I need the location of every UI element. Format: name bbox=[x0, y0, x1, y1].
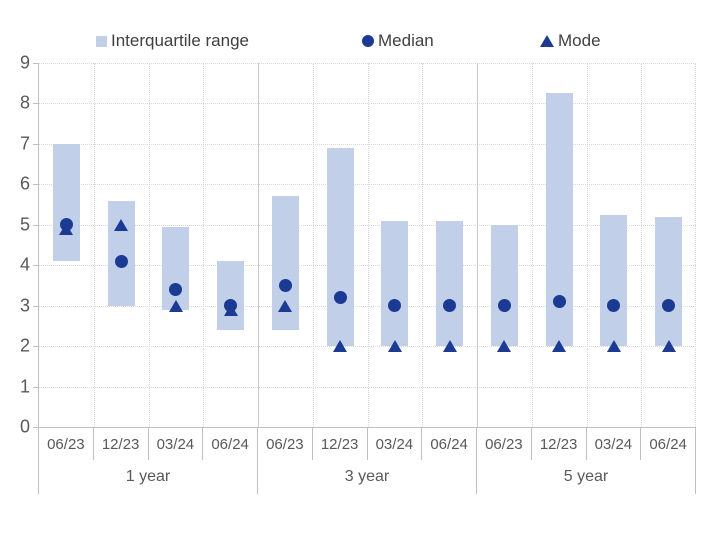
iqr-bar bbox=[52, 143, 80, 262]
mode-marker bbox=[387, 340, 402, 353]
v-gridline bbox=[148, 63, 150, 427]
x-date-label: 06/24 bbox=[641, 428, 696, 460]
y-axis-tick bbox=[33, 346, 38, 348]
v-gridline bbox=[203, 63, 205, 427]
v-gridline bbox=[422, 63, 424, 427]
mode-marker bbox=[606, 340, 621, 353]
iqr-bar bbox=[436, 220, 464, 347]
mode-marker bbox=[278, 299, 293, 312]
x-date-label: 06/23 bbox=[39, 428, 94, 460]
median-marker bbox=[278, 278, 292, 292]
legend-label-mode: Mode bbox=[558, 31, 601, 50]
y-tick-label: 2 bbox=[19, 335, 30, 356]
iqr-bar bbox=[162, 226, 190, 310]
y-axis-tick-labels: 0 1 2 3 4 5 6 7 8 9 bbox=[0, 54, 30, 436]
iqr-bar bbox=[107, 200, 135, 306]
median-marker bbox=[59, 218, 73, 232]
legend-item-interquartile-range: Interquartile range bbox=[96, 28, 249, 54]
y-axis-tick bbox=[33, 103, 38, 105]
x-date-label: 06/24 bbox=[203, 428, 258, 460]
y-axis-tick bbox=[33, 386, 38, 388]
median-marker bbox=[443, 299, 457, 313]
median-marker bbox=[607, 299, 621, 313]
y-axis-tick bbox=[33, 427, 38, 428]
x-date-label: 03/24 bbox=[587, 428, 642, 460]
median-circle-icon bbox=[362, 35, 374, 47]
median-marker bbox=[333, 291, 347, 305]
iqr-bar bbox=[600, 214, 628, 347]
x-date-label: 12/23 bbox=[313, 428, 368, 460]
mode-marker bbox=[497, 340, 512, 353]
y-axis-tick bbox=[33, 224, 38, 226]
iqr-bar bbox=[545, 93, 573, 347]
legend-label-interquartile-range: Interquartile range bbox=[111, 31, 249, 50]
x-date-label: 06/24 bbox=[422, 428, 477, 460]
y-axis-tick bbox=[33, 63, 38, 64]
v-gridline bbox=[695, 63, 696, 427]
y-tick-label: 7 bbox=[19, 133, 30, 154]
x-date-label: 03/24 bbox=[149, 428, 204, 460]
median-marker bbox=[169, 282, 183, 296]
mode-marker bbox=[333, 340, 348, 353]
x-group-label: 1 year bbox=[39, 460, 258, 494]
iqr-bar bbox=[217, 261, 245, 330]
x-date-label: 06/23 bbox=[477, 428, 532, 460]
y-tick-label: 3 bbox=[19, 295, 30, 316]
x-date-label: 12/23 bbox=[94, 428, 149, 460]
mode-marker bbox=[114, 218, 129, 231]
median-marker bbox=[497, 299, 511, 313]
median-marker bbox=[388, 299, 402, 313]
y-tick-label: 5 bbox=[19, 214, 30, 235]
v-gridline bbox=[312, 63, 314, 427]
legend-item-median: Median bbox=[362, 28, 434, 54]
y-tick-label: 1 bbox=[19, 376, 30, 397]
mode-marker bbox=[552, 340, 567, 353]
legend-label-median: Median bbox=[378, 31, 434, 50]
iqr-bar bbox=[490, 224, 518, 347]
v-gridline bbox=[93, 63, 95, 427]
y-tick-label: 6 bbox=[19, 173, 30, 194]
x-date-label: 12/23 bbox=[532, 428, 587, 460]
y-axis-tick bbox=[33, 265, 38, 267]
chart-legend: Interquartile range Median Mode bbox=[0, 28, 711, 54]
v-gridline bbox=[641, 63, 643, 427]
y-axis-tick bbox=[33, 184, 38, 186]
median-marker bbox=[552, 295, 566, 309]
group-separator-line bbox=[477, 63, 478, 427]
y-tick-label: 9 bbox=[19, 52, 30, 73]
v-gridline bbox=[586, 63, 588, 427]
median-marker bbox=[114, 254, 128, 268]
x-axis-date-labels: 06/23 12/23 03/24 06/24 06/23 12/23 03/24 06/24… bbox=[38, 427, 696, 460]
y-axis-tick bbox=[33, 305, 38, 307]
y-tick-label: 4 bbox=[19, 254, 30, 275]
plot-area bbox=[38, 63, 696, 428]
legend-item-mode: Mode bbox=[540, 28, 601, 54]
x-date-label: 06/23 bbox=[258, 428, 313, 460]
y-axis-tick bbox=[33, 143, 38, 145]
x-date-label: 03/24 bbox=[368, 428, 423, 460]
iqr-bar bbox=[655, 216, 683, 347]
y-tick-label: 8 bbox=[19, 93, 30, 114]
x-group-label: 3 year bbox=[258, 460, 477, 494]
x-group-label: 5 year bbox=[477, 460, 696, 494]
iqr-bar bbox=[326, 147, 354, 347]
iqr-bar bbox=[381, 220, 409, 347]
x-axis-group-labels: 1 year 3 year 5 year bbox=[38, 460, 696, 494]
v-gridline bbox=[531, 63, 533, 427]
y-tick-label: 0 bbox=[19, 416, 30, 437]
iqr-square-icon bbox=[96, 35, 107, 47]
group-separator-line bbox=[258, 63, 259, 427]
mode-marker bbox=[168, 299, 183, 312]
mode-triangle-icon bbox=[540, 35, 554, 47]
v-gridline bbox=[367, 63, 369, 427]
mode-marker bbox=[442, 340, 457, 353]
mode-marker bbox=[661, 340, 676, 353]
median-marker bbox=[662, 299, 676, 313]
median-marker bbox=[224, 299, 238, 313]
